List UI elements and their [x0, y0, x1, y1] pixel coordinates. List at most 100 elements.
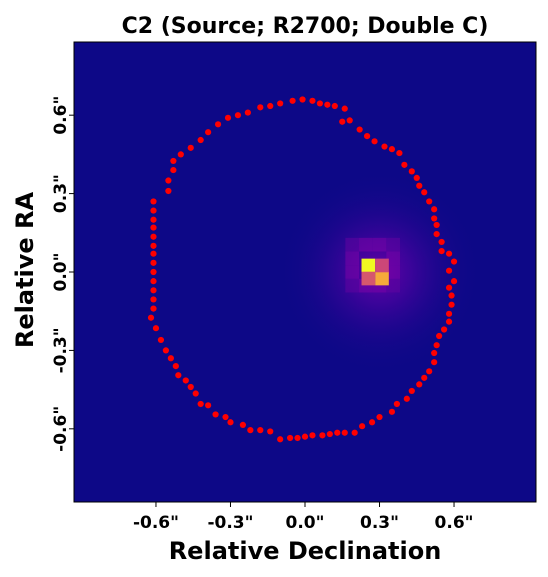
y-tick-label: 0.3": [51, 174, 71, 213]
curve-point: [431, 215, 438, 222]
curve-point: [431, 349, 438, 357]
curve-point: [363, 132, 371, 140]
source-pixel: [372, 237, 387, 252]
x-tick-label: -0.6": [133, 513, 179, 533]
curve-point: [267, 102, 274, 110]
curve-point: [294, 434, 301, 442]
source-pixel: [386, 265, 401, 279]
curve-point: [331, 102, 338, 110]
curve-point: [413, 174, 420, 182]
y-axis-ticks: 0.6" 0.3" 0.0" -0.3" -0.6": [51, 96, 74, 452]
y-tick-label: 0.6": [51, 96, 71, 135]
curve-point: [172, 362, 179, 370]
curve-point: [150, 259, 157, 266]
curve-point: [448, 292, 455, 299]
curve-point: [388, 408, 396, 415]
curve-point: [177, 151, 184, 158]
curve-point: [334, 429, 341, 436]
source-core-pixel: [375, 271, 389, 286]
curve-point: [205, 129, 212, 136]
curve-point: [224, 114, 232, 121]
curve-point: [170, 166, 177, 174]
curve-point: [438, 247, 445, 255]
y-tick-label: -0.3": [51, 327, 71, 373]
curve-point: [371, 138, 378, 145]
curve-point: [170, 157, 177, 165]
curve-point: [212, 411, 219, 418]
curve-point: [150, 296, 157, 303]
curve-point: [431, 359, 438, 366]
curve-point: [150, 224, 157, 231]
curve-point: [286, 434, 294, 442]
curve-point: [445, 250, 453, 257]
curve-point: [396, 149, 403, 157]
curve-point: [450, 258, 458, 265]
curve-point: [150, 287, 157, 294]
curve-point: [376, 413, 383, 421]
curve-point: [393, 400, 401, 408]
curve-point: [445, 284, 453, 291]
curve-point: [247, 427, 254, 434]
source-pixel: [345, 237, 360, 252]
curve-point: [165, 177, 172, 184]
curve-point: [152, 325, 160, 332]
curve-point: [450, 278, 458, 285]
curve-point: [239, 421, 247, 428]
curve-point: [433, 342, 440, 349]
curve-point: [227, 419, 234, 426]
curve-point: [346, 117, 353, 124]
curve-point: [421, 374, 428, 381]
curve-point: [301, 433, 309, 440]
curve-point: [167, 355, 174, 362]
curve-point: [416, 381, 423, 388]
curve-point: [326, 430, 333, 438]
curve-point: [150, 216, 157, 223]
curve-point: [150, 198, 157, 205]
curve-point: [309, 97, 316, 104]
curve-point: [356, 126, 363, 133]
curve-point: [197, 400, 204, 408]
curve-point: [408, 168, 415, 175]
curve-point: [324, 101, 331, 108]
curve-point: [289, 97, 296, 104]
curve-point: [277, 436, 284, 443]
source-pixel: [359, 237, 373, 252]
curve-point: [197, 136, 204, 144]
curve-point: [368, 419, 376, 426]
curve-point: [150, 207, 157, 214]
source-core-pixel: [375, 258, 389, 273]
curve-point: [150, 250, 157, 257]
curve-point: [182, 377, 189, 384]
curve-point: [433, 221, 440, 229]
chart-title: C2 (Source; R2700; Double C): [122, 14, 489, 39]
curve-point: [150, 242, 157, 249]
curve-point: [431, 206, 438, 213]
curve-point: [416, 182, 423, 189]
curve-point: [309, 432, 316, 439]
curve-point: [408, 387, 415, 395]
x-axis-ticks: -0.6" -0.3" 0.0" 0.3" 0.6": [133, 502, 474, 533]
curve-point: [277, 100, 284, 107]
curve-point: [165, 187, 172, 195]
plot-area: [73, 41, 537, 503]
curve-point: [436, 332, 443, 340]
curve-point: [339, 118, 346, 125]
y-tick-label: -0.6": [51, 406, 71, 452]
curve-point: [257, 427, 264, 434]
curve-point: [147, 314, 155, 321]
curve-point: [157, 336, 165, 344]
curve-point: [205, 402, 212, 409]
curve-point: [403, 395, 410, 402]
curve-point: [150, 278, 157, 285]
curve-point: [433, 231, 440, 238]
curve-point: [426, 198, 433, 205]
curve-point: [341, 429, 348, 436]
x-tick-label: -0.3": [207, 513, 253, 533]
curve-point: [426, 368, 433, 375]
source-pixel: [345, 265, 360, 279]
curve-point: [448, 301, 455, 308]
curve-point: [150, 305, 157, 312]
curve-point: [351, 429, 358, 436]
x-tick-label: 0.6": [435, 513, 474, 533]
